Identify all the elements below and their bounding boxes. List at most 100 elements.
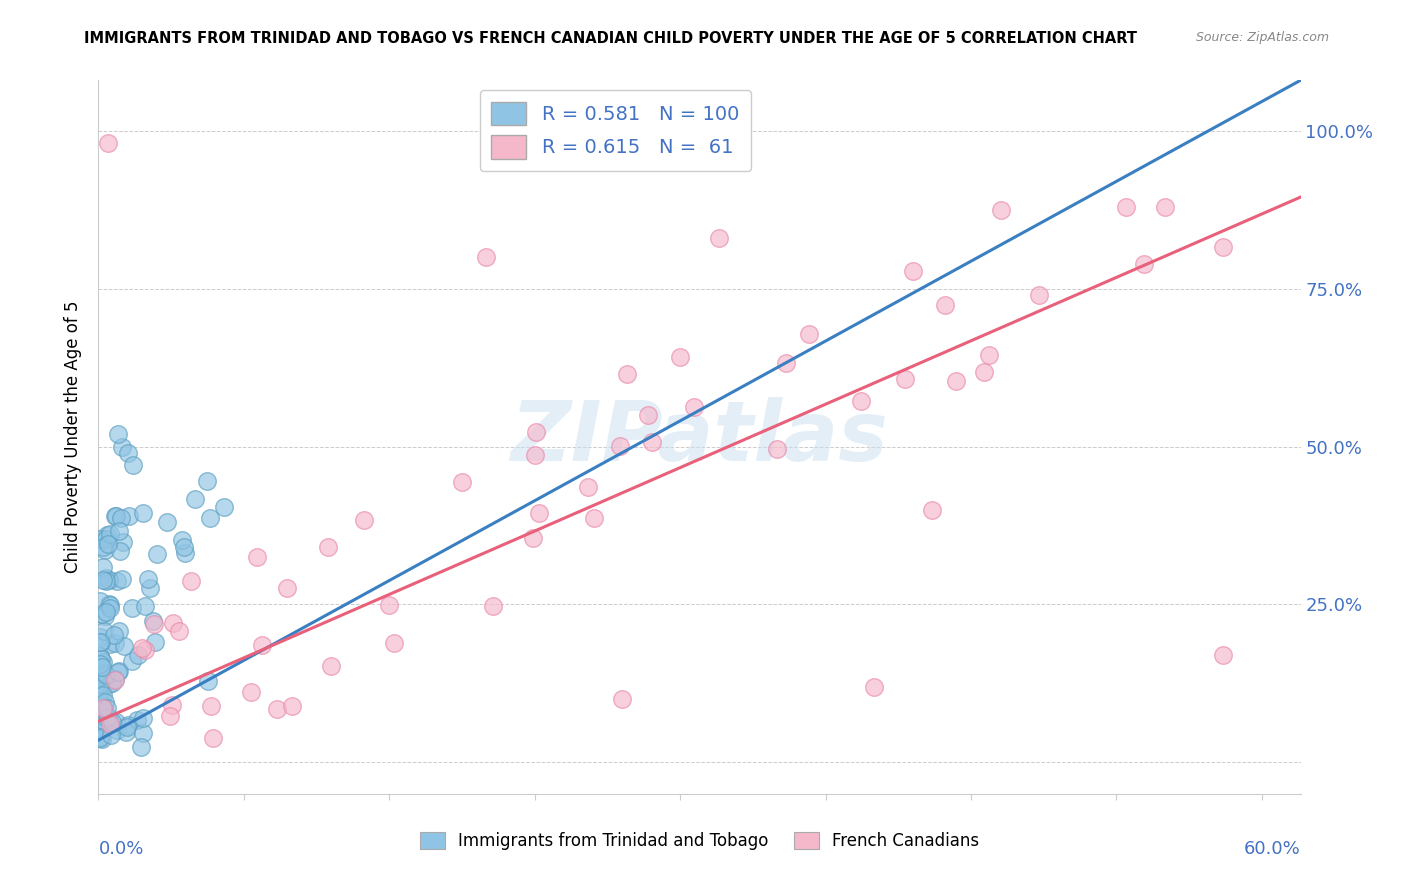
- Point: [637, 409, 659, 423]
- Point: [97, 537, 120, 551]
- Point: [138, 581, 160, 595]
- Point: [707, 231, 730, 245]
- Point: [131, 641, 153, 656]
- Point: [143, 635, 166, 649]
- Point: [90, 635, 112, 649]
- Point: [115, 720, 138, 734]
- Point: [98, 717, 121, 731]
- Point: [105, 714, 128, 729]
- Point: [89, 532, 111, 546]
- Point: [683, 400, 706, 414]
- Point: [316, 540, 339, 554]
- Text: 60.0%: 60.0%: [1244, 840, 1301, 858]
- Point: [167, 624, 190, 638]
- Point: [98, 601, 121, 615]
- Point: [107, 665, 129, 680]
- Point: [522, 531, 544, 545]
- Point: [117, 446, 139, 460]
- Point: [159, 709, 181, 723]
- Point: [195, 474, 218, 488]
- Point: [93, 673, 115, 688]
- Point: [90, 651, 112, 665]
- Point: [97, 136, 120, 151]
- Point: [97, 710, 120, 724]
- Point: [797, 326, 820, 341]
- Point: [91, 655, 114, 669]
- Point: [94, 666, 117, 681]
- Point: [527, 506, 550, 520]
- Point: [93, 608, 115, 623]
- Point: [180, 574, 202, 588]
- Point: [91, 698, 114, 713]
- Point: [1212, 648, 1234, 662]
- Point: [104, 509, 127, 524]
- Point: [93, 701, 115, 715]
- Point: [89, 677, 111, 691]
- Point: [977, 348, 1000, 362]
- Point: [98, 598, 121, 612]
- Point: [93, 688, 115, 702]
- Point: [110, 510, 132, 524]
- Point: [89, 593, 111, 607]
- Point: [1133, 257, 1156, 271]
- Point: [921, 502, 943, 516]
- Point: [901, 264, 924, 278]
- Point: [132, 506, 155, 520]
- Point: [93, 695, 115, 709]
- Point: [91, 607, 114, 621]
- Y-axis label: Child Poverty Under the Age of 5: Child Poverty Under the Age of 5: [65, 301, 83, 574]
- Text: IMMIGRANTS FROM TRINIDAD AND TOBAGO VS FRENCH CANADIAN CHILD POVERTY UNDER THE A: IMMIGRANTS FROM TRINIDAD AND TOBAGO VS F…: [84, 31, 1137, 46]
- Point: [131, 726, 153, 740]
- Point: [94, 571, 117, 585]
- Point: [96, 711, 118, 725]
- Point: [894, 372, 917, 386]
- Point: [142, 614, 165, 628]
- Point: [973, 365, 995, 379]
- Point: [451, 475, 474, 490]
- Point: [112, 640, 135, 654]
- Point: [118, 509, 141, 524]
- Point: [576, 480, 599, 494]
- Point: [98, 527, 121, 541]
- Text: Source: ZipAtlas.com: Source: ZipAtlas.com: [1195, 31, 1329, 45]
- Point: [851, 394, 873, 409]
- Point: [482, 599, 505, 613]
- Point: [104, 672, 127, 686]
- Point: [89, 730, 111, 744]
- Point: [524, 425, 547, 439]
- Point: [96, 574, 118, 589]
- Point: [1153, 200, 1175, 214]
- Point: [582, 511, 605, 525]
- Point: [198, 510, 221, 524]
- Point: [105, 723, 128, 737]
- Point: [202, 731, 225, 746]
- Point: [89, 648, 111, 663]
- Point: [990, 202, 1012, 217]
- Point: [94, 605, 117, 619]
- Point: [96, 667, 118, 681]
- Point: [214, 500, 236, 514]
- Point: [122, 458, 145, 473]
- Point: [609, 439, 631, 453]
- Point: [197, 674, 219, 689]
- Point: [107, 426, 129, 441]
- Point: [90, 670, 112, 684]
- Point: [641, 435, 664, 450]
- Point: [610, 692, 633, 706]
- Point: [200, 698, 222, 713]
- Point: [91, 573, 114, 587]
- Point: [1028, 288, 1050, 302]
- Point: [94, 715, 117, 730]
- Point: [246, 549, 269, 564]
- Point: [142, 617, 165, 632]
- Point: [100, 637, 122, 651]
- Point: [91, 559, 114, 574]
- Point: [127, 648, 149, 663]
- Point: [934, 298, 956, 312]
- Point: [475, 250, 498, 264]
- Text: 0.0%: 0.0%: [98, 840, 143, 858]
- Point: [121, 601, 143, 615]
- Point: [160, 698, 183, 713]
- Point: [111, 534, 134, 549]
- Point: [117, 717, 139, 731]
